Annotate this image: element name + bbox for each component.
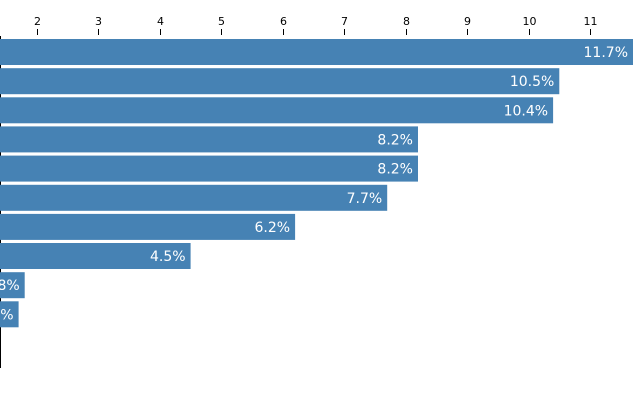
x-tick-label-2: 4 — [157, 15, 164, 28]
bar-3 — [0, 126, 418, 153]
bar-1 — [0, 68, 560, 95]
bar-value-label-1: 10.5% — [510, 74, 554, 90]
bar-6 — [0, 213, 296, 240]
x-tick-label-0: 2 — [34, 15, 41, 28]
x-tick-label-1: 3 — [95, 15, 102, 28]
x-tick-label-8: 10 — [523, 15, 537, 28]
x-tick-label-3: 5 — [218, 15, 225, 28]
bar-0 — [0, 39, 633, 65]
bar-2 — [0, 97, 554, 124]
data-labels-group: 11.7% 10.5% 10.4% 8.2% 8.2% 7.7% 6.2% 4.5% 1.8% 1… — [0, 45, 628, 323]
bar-value-label-6: 6.2% — [255, 220, 291, 236]
bar-value-label-7: 4.5% — [150, 249, 186, 265]
bar-5 — [0, 184, 388, 211]
bar-value-label-2: 10.4% — [504, 103, 548, 119]
x-tick-label-9: 11 — [584, 15, 598, 28]
bar-value-label-9: 1.7% — [0, 307, 14, 323]
bar-value-label-3: 8.2% — [377, 132, 413, 148]
bar-4 — [0, 155, 418, 182]
bar-value-label-5: 7.7% — [347, 191, 383, 207]
x-tick-label-4: 6 — [280, 15, 287, 28]
x-axis-ticks: 2 3 4 5 6 7 8 9 10 11 — [34, 15, 598, 35]
bar-7 — [0, 243, 191, 269]
x-tick-label-7: 9 — [464, 15, 471, 28]
bars-group — [0, 39, 633, 328]
bar-value-label-8: 1.8% — [0, 278, 20, 294]
bar-value-label-0: 11.7% — [584, 45, 628, 61]
x-tick-label-6: 8 — [403, 15, 410, 28]
bar-value-label-4: 8.2% — [377, 162, 413, 178]
bar-8 — [0, 272, 25, 299]
x-tick-label-5: 7 — [341, 15, 348, 28]
bar-9 — [0, 301, 19, 328]
